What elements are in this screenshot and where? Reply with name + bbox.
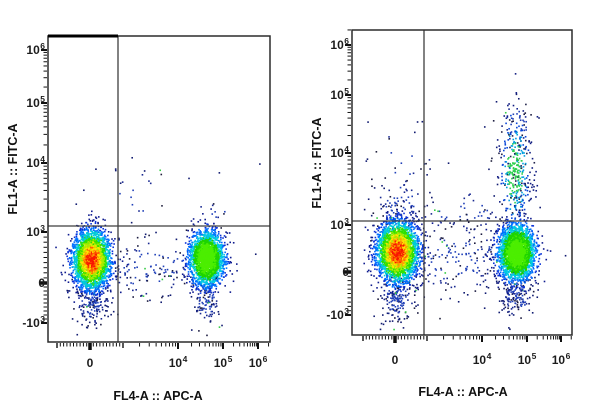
flow-plot-canvas: [0, 0, 608, 417]
flow-cytometry-figure: 0 104 105 106 106 105 104 103 0 -103 FL4-A :: APC-…: [0, 0, 608, 417]
